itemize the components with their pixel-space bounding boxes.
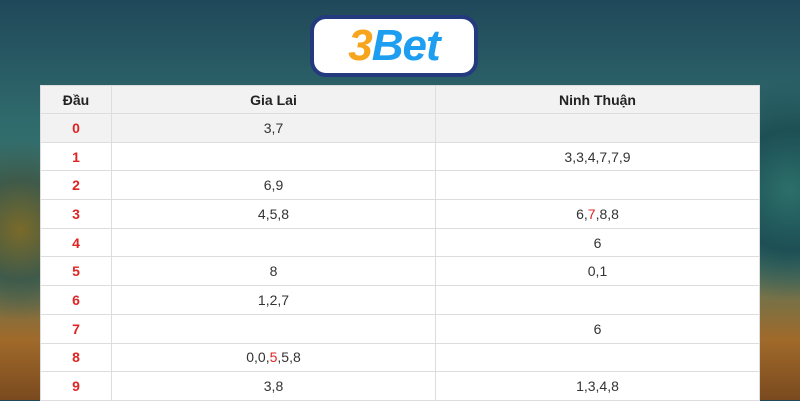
cell-ninh-thuan: 6	[435, 227, 760, 258]
cell-gia-lai: 3,8	[111, 371, 436, 401]
cell-gia-lai	[111, 227, 436, 258]
numbers-text: 6,9	[263, 177, 284, 194]
cell-gia-lai	[111, 141, 436, 172]
highlighted-number: 7	[587, 205, 596, 222]
table-row: 1 3,3,4,7,7,9	[40, 141, 760, 172]
header-dau: Đầu	[40, 85, 112, 114]
table-row: 0 3,7	[40, 113, 760, 143]
cell-gia-lai	[111, 313, 436, 344]
cell-ninh-thuan	[435, 285, 760, 315]
cell-dau: 5	[40, 256, 112, 287]
cell-ninh-thuan	[435, 342, 760, 373]
cell-dau: 8	[40, 342, 112, 373]
logo-number: 3	[348, 21, 373, 70]
cell-dau: 7	[40, 313, 112, 344]
cell-ninh-thuan: 6,7,8,8	[435, 199, 760, 229]
table-header-row: Đầu Gia Lai Ninh Thuận	[40, 85, 760, 114]
cell-ninh-thuan: 6	[435, 313, 760, 344]
table-row: 5 8 0,1	[40, 256, 760, 287]
table-row: 9 3,8 1,3,4,8	[40, 371, 760, 401]
cell-gia-lai: 6,9	[111, 170, 436, 201]
table-row: 6 1,2,7	[40, 285, 760, 315]
table-row: 2 6,9	[40, 170, 760, 201]
cell-gia-lai: 4,5,8	[111, 199, 436, 229]
header-gia-lai: Gia Lai	[111, 85, 436, 114]
numbers-text: 6	[593, 320, 602, 337]
logo-word: Bet	[371, 21, 441, 70]
highlighted-number: 5	[269, 349, 278, 366]
cell-dau: 1	[40, 141, 112, 172]
cell-dau: 9	[40, 371, 112, 401]
cell-gia-lai: 0,0,5,5,8	[111, 342, 436, 373]
header-ninh-thuan: Ninh Thuận	[435, 85, 760, 114]
numbers-text: ,8,8	[595, 205, 619, 222]
numbers-text: 0,0,	[246, 349, 270, 366]
table-row: 8 0,0,5,5,8	[40, 342, 760, 373]
cell-gia-lai: 8	[111, 256, 436, 287]
cell-ninh-thuan	[435, 113, 760, 143]
3bet-logo: 3 Bet	[310, 15, 478, 77]
cell-dau: 0	[40, 113, 112, 143]
cell-gia-lai: 1,2,7	[111, 285, 436, 315]
lottery-results-table: Đầu Gia Lai Ninh Thuận 0 3,7 1 3,3,4,7,7,9 2…	[40, 85, 760, 401]
cell-ninh-thuan: 3,3,4,7,7,9	[435, 141, 760, 172]
cell-gia-lai: 3,7	[111, 113, 436, 143]
cell-dau: 3	[40, 199, 112, 229]
numbers-text: 3,7	[263, 119, 284, 136]
numbers-text: 6	[593, 234, 602, 251]
numbers-text: 0,1	[587, 263, 608, 280]
cell-dau: 4	[40, 227, 112, 258]
numbers-text: 3,3,4,7,7,9	[564, 148, 631, 165]
numbers-text: 4,5,8	[257, 205, 290, 222]
numbers-text: ,5,8	[277, 349, 301, 366]
cell-dau: 6	[40, 285, 112, 315]
numbers-text: 6,	[576, 205, 588, 222]
cell-ninh-thuan	[435, 170, 760, 201]
cell-ninh-thuan: 0,1	[435, 256, 760, 287]
table-row: 3 4,5,8 6,7,8,8	[40, 199, 760, 229]
numbers-text: 1,2,7	[257, 291, 290, 308]
cell-dau: 2	[40, 170, 112, 201]
cell-ninh-thuan: 1,3,4,8	[435, 371, 760, 401]
numbers-text: 3,8	[263, 378, 284, 395]
numbers-text: 8	[269, 263, 278, 280]
numbers-text: 1,3,4,8	[576, 378, 619, 395]
